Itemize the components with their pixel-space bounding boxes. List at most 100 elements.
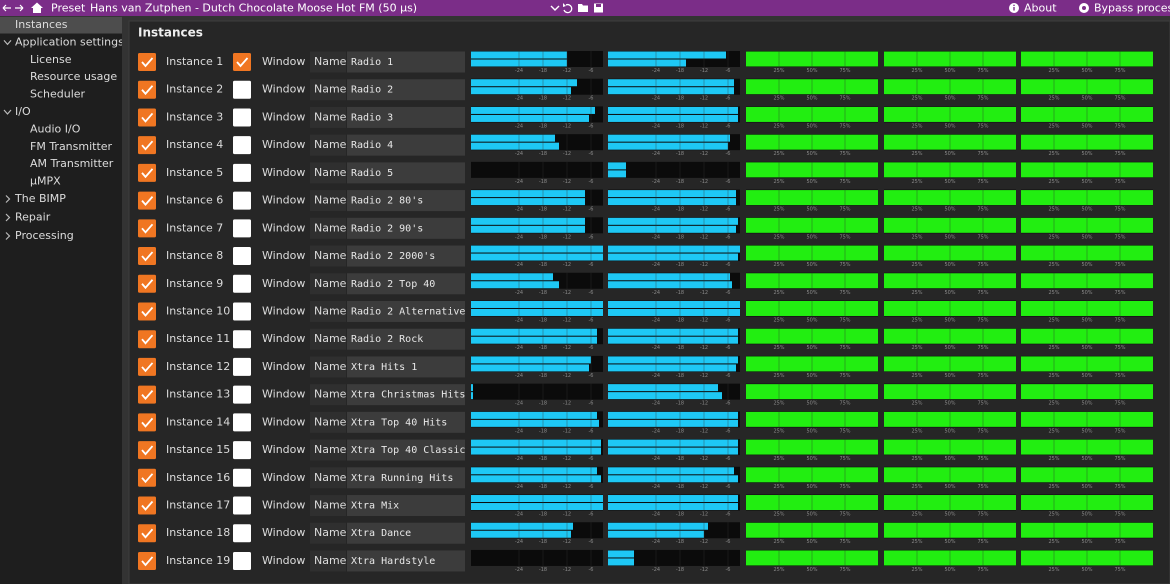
window-checkbox[interactable] (233, 191, 251, 210)
nav-back[interactable] (2, 4, 11, 12)
enable-checkbox[interactable] (138, 219, 156, 238)
enable-checkbox[interactable] (138, 53, 156, 71)
window-checkbox[interactable] (233, 80, 251, 99)
enable-checkbox[interactable] (138, 163, 156, 182)
undo-button[interactable] (563, 3, 573, 14)
enable-checkbox[interactable] (138, 551, 156, 570)
name-input[interactable]: Xtra Hardstyle (351, 556, 435, 567)
tree-item[interactable]: Instances (15, 18, 68, 31)
expand-arrow[interactable] (3, 40, 12, 46)
about-icon[interactable] (1009, 3, 1019, 13)
name-input[interactable]: Radio 1 (351, 57, 393, 68)
window-checkbox[interactable] (233, 219, 251, 238)
window-checkbox[interactable] (233, 136, 251, 155)
name-input[interactable]: Xtra Top 40 Hits (351, 417, 447, 428)
preset-dropdown[interactable] (550, 5, 560, 11)
name-input[interactable]: Xtra Christmas Hits (351, 390, 465, 401)
name-input-box[interactable] (347, 134, 465, 156)
name-input-box[interactable] (347, 356, 465, 378)
bypass-icon[interactable] (1079, 3, 1089, 13)
name-input-box[interactable] (347, 162, 465, 184)
enable-checkbox[interactable] (138, 385, 156, 404)
name-input[interactable]: Radio 2 2000's (351, 251, 435, 262)
window-checkbox[interactable] (233, 357, 251, 376)
collapse-arrow[interactable] (5, 232, 11, 240)
expand-arrow[interactable] (3, 109, 12, 115)
preset-name[interactable]: Hans van Zutphen - Dutch Chocolate Moose… (90, 2, 417, 15)
enable-checkbox[interactable] (138, 274, 156, 293)
window-checkbox[interactable] (233, 108, 251, 127)
name-input-box[interactable] (347, 273, 465, 295)
tree-item[interactable]: Audio I/O (30, 122, 81, 135)
enable-checkbox[interactable] (138, 330, 156, 349)
name-input[interactable]: Radio 2 (351, 85, 393, 96)
enable-checkbox[interactable] (138, 441, 156, 460)
window-checkbox[interactable] (233, 441, 251, 460)
name-input-box[interactable] (347, 245, 465, 267)
name-input[interactable]: Xtra Top 40 Classic (351, 445, 465, 456)
window-checkbox[interactable] (233, 496, 251, 515)
about-button[interactable]: About (1024, 2, 1057, 15)
preset-label[interactable]: Preset (51, 2, 86, 15)
enable-checkbox[interactable] (138, 413, 156, 432)
name-input[interactable]: Radio 3 (351, 112, 393, 123)
save-button[interactable] (594, 3, 603, 13)
enable-checkbox[interactable] (138, 524, 156, 543)
name-input-box[interactable] (347, 522, 465, 544)
name-input[interactable]: Radio 2 80's (351, 196, 423, 207)
enable-checkbox[interactable] (138, 468, 156, 487)
window-checkbox[interactable] (233, 524, 251, 543)
window-checkbox[interactable] (233, 302, 251, 321)
window-checkbox[interactable] (233, 53, 251, 71)
enable-checkbox[interactable] (138, 496, 156, 515)
name-input-box[interactable] (347, 384, 465, 406)
open-button[interactable] (578, 4, 588, 12)
nav-forward[interactable] (15, 4, 24, 12)
name-input-box[interactable] (347, 439, 465, 461)
tree-item[interactable]: Scheduler (30, 88, 86, 101)
tree-item[interactable]: I/O (15, 105, 31, 118)
name-input[interactable]: Xtra Mix (351, 501, 399, 512)
name-input-box[interactable] (347, 51, 465, 73)
window-checkbox[interactable] (233, 163, 251, 182)
window-checkbox[interactable] (233, 468, 251, 487)
enable-checkbox[interactable] (138, 108, 156, 127)
tree-item[interactable]: Application settings (15, 35, 124, 48)
tree-item[interactable]: License (30, 53, 72, 66)
name-input[interactable]: Radio 4 (351, 140, 393, 151)
window-checkbox[interactable] (233, 247, 251, 266)
name-input-box[interactable] (347, 467, 465, 489)
tree-item[interactable]: AM Transmitter (30, 157, 114, 170)
collapse-arrow[interactable] (5, 213, 11, 222)
name-input-box[interactable] (347, 106, 465, 128)
bypass-button[interactable]: Bypass processing (1094, 2, 1170, 15)
home-button[interactable] (31, 2, 43, 14)
name-input-box[interactable] (347, 411, 465, 433)
collapse-arrow[interactable] (5, 195, 11, 203)
tree-item[interactable]: Processing (15, 229, 74, 242)
enable-checkbox[interactable] (138, 357, 156, 376)
window-checkbox[interactable] (233, 413, 251, 432)
name-input[interactable]: Xtra Running Hits (351, 473, 453, 484)
name-input-box[interactable] (347, 328, 465, 350)
name-input-box[interactable] (347, 217, 465, 239)
tree-item[interactable]: The BIMP (14, 192, 66, 205)
window-checkbox[interactable] (233, 385, 251, 404)
name-input-box[interactable] (347, 300, 465, 322)
tree-item[interactable]: µMPX (30, 175, 61, 188)
name-input[interactable]: Xtra Dance (351, 528, 411, 539)
name-input-box[interactable] (347, 79, 465, 101)
tree-item[interactable]: Resource usage (30, 70, 117, 83)
name-input-box[interactable] (347, 550, 465, 572)
name-input[interactable]: Radio 2 Top 40 (351, 279, 435, 290)
window-checkbox[interactable] (233, 274, 251, 293)
window-checkbox[interactable] (233, 551, 251, 570)
enable-checkbox[interactable] (138, 80, 156, 99)
enable-checkbox[interactable] (138, 191, 156, 210)
tree-item[interactable]: FM Transmitter (30, 140, 113, 153)
name-input-box[interactable] (347, 190, 465, 212)
enable-checkbox[interactable] (138, 136, 156, 155)
name-input[interactable]: Radio 2 90's (351, 223, 423, 234)
name-input[interactable]: Radio 2 Rock (351, 334, 423, 345)
name-input[interactable]: Radio 2 Alternative (351, 306, 465, 317)
